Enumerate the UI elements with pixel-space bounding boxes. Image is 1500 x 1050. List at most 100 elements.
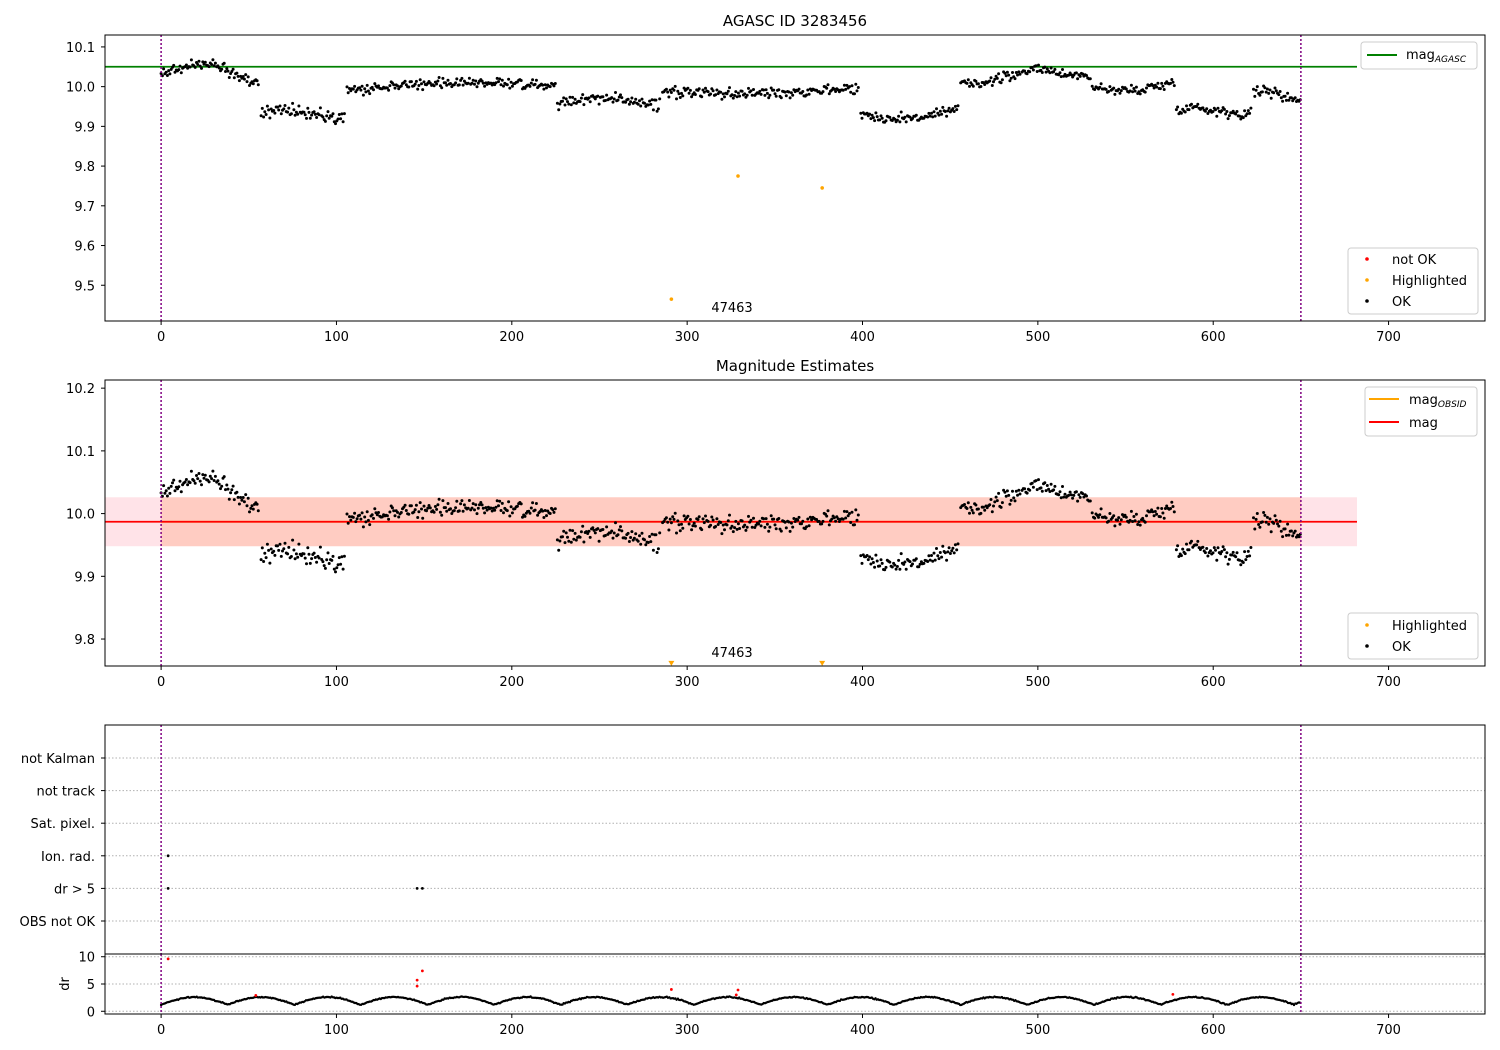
ok-point	[848, 512, 851, 515]
ok-point	[365, 83, 369, 87]
ok-point	[1071, 496, 1075, 500]
ok-point	[668, 517, 672, 521]
ok-point	[388, 510, 392, 514]
ok-point	[466, 506, 470, 510]
ok-point	[759, 92, 763, 96]
ok-point	[787, 520, 791, 524]
ok-point	[163, 491, 167, 495]
ok-point	[767, 96, 771, 100]
ok-point	[1224, 112, 1228, 116]
ok-point	[874, 553, 878, 557]
ok-point	[498, 77, 502, 81]
ok-point	[340, 112, 344, 116]
ok-point	[569, 103, 573, 107]
ok-point	[1062, 495, 1066, 499]
ok-point	[1049, 66, 1053, 70]
ok-point	[869, 117, 873, 121]
ok-point	[412, 510, 416, 514]
ok-point	[783, 520, 787, 524]
ok-point	[933, 558, 937, 562]
ok-point	[198, 64, 202, 68]
ok-point	[700, 528, 704, 532]
ok-point	[432, 510, 436, 514]
ok-point	[1222, 548, 1226, 552]
ok-point	[286, 110, 290, 114]
ok-point	[1152, 514, 1156, 518]
ok-point	[927, 111, 931, 115]
ok-point	[1286, 91, 1290, 95]
ok-point	[597, 539, 601, 543]
ok-point	[241, 75, 245, 78]
ok-point	[237, 79, 241, 83]
ok-point	[1011, 489, 1014, 493]
svg-text:magOBSID: magOBSID	[1409, 393, 1467, 410]
x-tick-label: 600	[1201, 330, 1226, 345]
x-tick-label: 100	[324, 1023, 349, 1038]
ok-point	[341, 567, 345, 571]
flags-plot-frame	[104, 724, 1486, 955]
ok-point	[734, 519, 738, 523]
ok-point	[569, 540, 573, 544]
ok-point	[844, 87, 848, 91]
ok-point	[870, 557, 874, 561]
ok-point	[931, 115, 935, 119]
ok-point	[303, 556, 307, 560]
ok-point	[593, 531, 597, 535]
ok-point	[476, 506, 480, 510]
ok-point	[1201, 106, 1205, 110]
ok-point	[230, 488, 234, 492]
ok-point	[638, 534, 641, 538]
estimates-points-legend: Highlighted OK	[1347, 612, 1479, 660]
ok-point	[1085, 494, 1088, 498]
ok-point	[1003, 490, 1007, 494]
ok-point	[902, 562, 906, 566]
ok-point	[196, 63, 200, 66]
ok-point	[895, 118, 899, 122]
ok-point	[500, 78, 504, 82]
ok-point	[611, 536, 615, 540]
ok-point	[832, 516, 836, 520]
ok-point	[865, 111, 869, 115]
ok-point	[1238, 114, 1241, 118]
ok-point	[697, 87, 701, 91]
ok-point	[1283, 94, 1287, 98]
ok-point	[348, 515, 351, 519]
ok-point	[880, 116, 884, 120]
ok-point	[1153, 510, 1157, 513]
ok-point	[315, 116, 319, 119]
ok-point	[772, 517, 776, 521]
ok-point	[273, 553, 277, 557]
ok-point	[460, 499, 464, 503]
ok-point	[1272, 521, 1276, 525]
ok-point	[895, 565, 899, 568]
ok-point	[568, 95, 572, 99]
ok-point	[675, 531, 678, 535]
ok-point	[278, 542, 282, 546]
ok-point	[1034, 479, 1038, 483]
ok-point	[687, 91, 691, 95]
ok-point	[417, 84, 421, 87]
ok-point	[1043, 481, 1047, 485]
ok-point	[1124, 87, 1128, 91]
ok-point	[341, 120, 345, 124]
ok-point	[168, 491, 172, 495]
ok-point	[1043, 65, 1047, 69]
ok-point	[1185, 104, 1188, 108]
ok-point	[914, 113, 918, 117]
ok-point	[1265, 87, 1269, 91]
ok-point	[407, 85, 411, 89]
ok-point	[1068, 490, 1072, 494]
ok-point	[966, 501, 970, 505]
ok-point	[648, 535, 652, 538]
ok-point	[1221, 545, 1225, 549]
ok-point	[222, 61, 226, 65]
ok-point	[893, 563, 897, 567]
ok-point	[1085, 74, 1088, 77]
dr-not-ok-point	[669, 988, 673, 991]
ok-point	[1072, 493, 1076, 497]
ok-point	[502, 84, 505, 88]
ok-point	[1279, 529, 1283, 533]
ok-point	[1183, 552, 1187, 556]
ok-point	[935, 547, 938, 550]
ok-point	[893, 117, 897, 121]
